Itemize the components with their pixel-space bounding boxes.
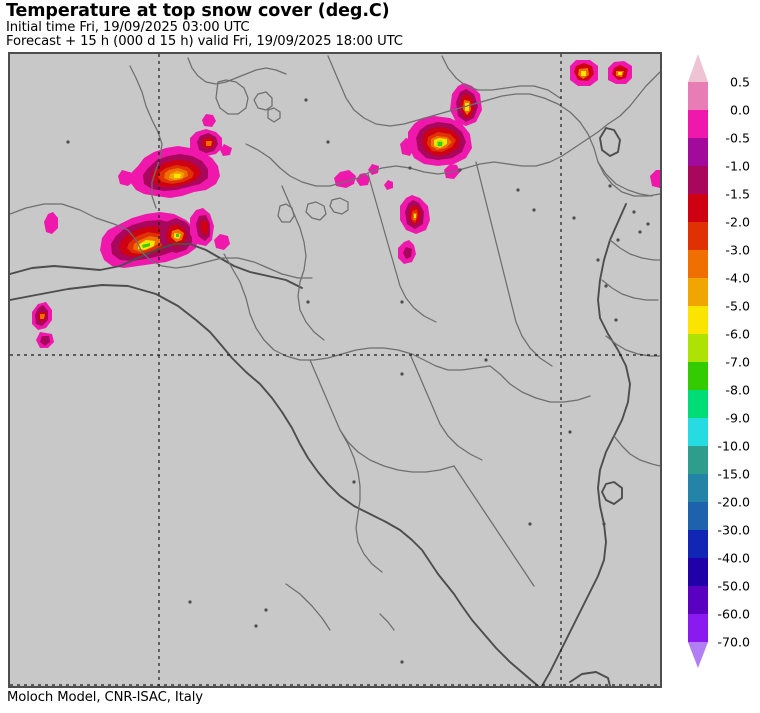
colorbar-band [688,250,708,279]
data-blob-left-fringe [44,212,230,250]
colorbar-tick-label: -0.5 [725,130,750,146]
colorbar-tick-label: 0.0 [729,102,750,118]
colorbar-tick-label: -10.0 [717,438,750,454]
page-title: Temperature at top snow cover (deg.C) [6,1,390,21]
colorbar-tick-label: -6.0 [725,326,750,342]
data-blob-west-alps [118,114,222,198]
colorbar-under-arrow [688,642,708,668]
forecast-time-text: Forecast + 15 h (000 d 15 h) valid Fri, … [6,34,403,49]
colorbar-tick-label: -1.5 [725,186,750,202]
colorbar-band [688,474,708,503]
colorbar-tick-label: -70.0 [717,634,750,650]
colorbar-band [688,614,708,643]
city-dots-layer [66,98,650,664]
data-blob-adamello [398,195,430,264]
data-blob-maritime-alps [32,302,54,348]
colorbar-band [688,586,708,615]
colorbar-over-arrow [688,54,708,82]
colorbar-band [688,390,708,419]
colorbar-band [688,362,708,391]
colorbar-tick-label: -50.0 [717,578,750,594]
colorbar-tick-label: -4.0 [725,270,750,286]
colorbar-tick-label: -3.0 [725,242,750,258]
temperature-field-layer [32,60,660,348]
border-layer [10,55,660,631]
colorbar-tick-label: -15.0 [717,466,750,482]
map-header: Temperature at top snow cover (deg.C) In… [6,2,686,49]
model-credit: Moloch Model, CNR-ISAC, Italy [7,690,204,705]
colorbar-svg [688,54,708,668]
gridline-layer [10,54,660,686]
colorbar-band [688,82,708,111]
colorbar-tick-label: -60.0 [717,606,750,622]
map-panel[interactable] [8,52,662,688]
colorbar-tick-label: -20.0 [717,494,750,510]
initial-time-text: Initial time Fri, 19/09/2025 03:00 UTC [6,20,250,35]
colorbar-band [688,502,708,531]
map-canvas[interactable] [10,54,660,686]
colorbar-band [688,166,708,195]
colorbar-band [688,222,708,251]
colorbar-tick-label: -8.0 [725,382,750,398]
colorbar-band [688,194,708,223]
colorbar-tick-label: -30.0 [717,522,750,538]
colorbar-band [688,110,708,139]
colorbar-band [688,334,708,363]
colorbar-bands [688,54,708,668]
colorbar-band [688,446,708,475]
colorbar-tick-label: -1.0 [725,158,750,174]
colorbar-tick-label: -5.0 [725,298,750,314]
colorbar-tick-label: 0.5 [729,74,750,90]
colorbar-band [688,306,708,335]
colorbar-band [688,530,708,559]
data-blob-east-tyrol [570,60,632,86]
colorbar-tick-labels: 0.5 0.0 -0.5 -1.0 -1.5 -2.0 -3.0 -4.0 -5.0 -6.0 -7… [714,54,760,694]
colorbar-tick-label: -40.0 [717,550,750,566]
colorbar-band [688,278,708,307]
colorbar-tick-label: -7.0 [725,354,750,370]
colorbar-band [688,558,708,587]
colorbar-tick-label: -9.0 [725,410,750,426]
data-blob-ortles [400,83,482,179]
colorbar-band [688,138,708,167]
data-blob-aosta [100,208,214,268]
colorbar-band [688,418,708,447]
coastline-layer [10,127,631,686]
colorbar-tick-label: -2.0 [725,214,750,230]
colorbar[interactable] [688,54,708,694]
